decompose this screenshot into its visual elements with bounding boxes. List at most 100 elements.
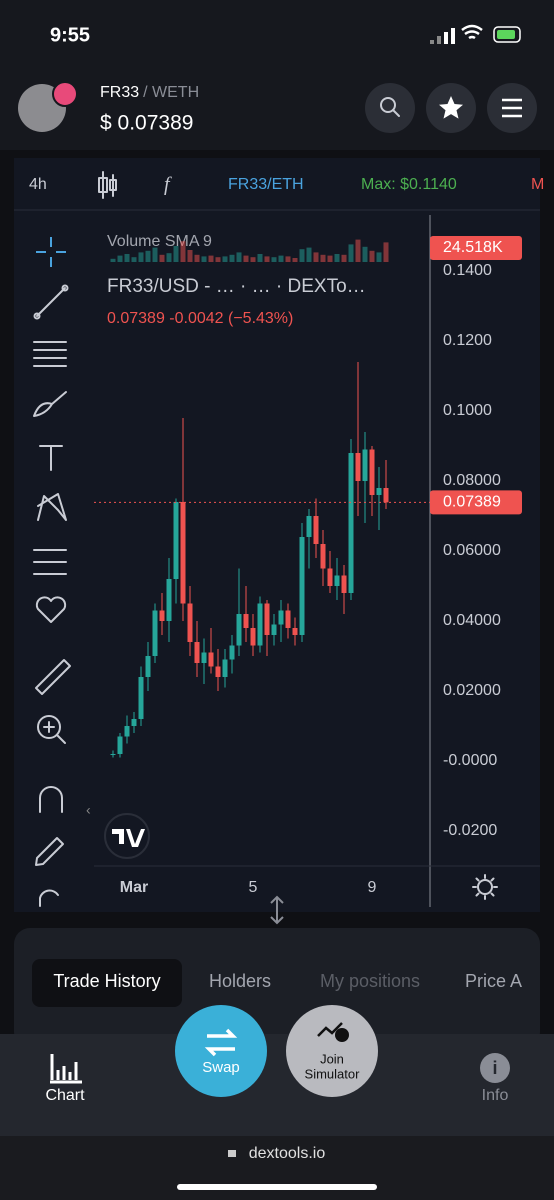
volume-bar xyxy=(194,254,200,262)
volume-bar xyxy=(299,249,305,262)
chart-subtitle: 0.07389 -0.0042 (−5.43%) xyxy=(107,310,293,327)
price: $ 0.07389 xyxy=(100,112,193,135)
candle-body xyxy=(222,659,228,677)
candle-body xyxy=(383,488,389,503)
volume-bar xyxy=(285,256,291,262)
plot: 0.1400 0.1200 0.1000 0.08000 0.06000 0.04000 0… xyxy=(94,236,522,896)
candle-type-icon[interactable] xyxy=(98,171,117,199)
tab[interactable]: Price A xyxy=(465,971,522,991)
status-icons xyxy=(430,24,521,44)
candle-body xyxy=(138,677,144,719)
simulator-icon xyxy=(317,1022,349,1042)
volume-title: Volume SMA 9 xyxy=(107,233,212,250)
volume-bar xyxy=(208,255,214,262)
y-tick-label: -0.0200 xyxy=(443,822,497,839)
candle-body xyxy=(145,656,151,677)
volume-bar xyxy=(369,250,375,262)
volume-bar xyxy=(236,252,242,262)
candle-body xyxy=(285,610,291,628)
volume-bar xyxy=(341,254,347,262)
candle-body xyxy=(117,736,123,754)
tab-selected-bg xyxy=(32,959,182,1007)
volume-bar xyxy=(201,256,207,262)
candle-body xyxy=(362,449,368,481)
collapse-tools[interactable]: ‹ xyxy=(86,802,91,818)
volume-bar xyxy=(313,252,319,262)
pair: FR33/ WETH xyxy=(100,84,199,101)
nav-label[interactable]: Chart xyxy=(45,1087,85,1104)
last-price-box xyxy=(430,490,522,515)
candle-body xyxy=(194,642,200,663)
y-tick-label: 0.02000 xyxy=(443,682,501,699)
candle-body xyxy=(229,645,235,660)
candle-body xyxy=(292,628,298,635)
volume-bar xyxy=(306,247,312,262)
menu-button[interactable] xyxy=(487,83,537,133)
volume-bar xyxy=(362,246,368,262)
swap-label[interactable]: Swap xyxy=(202,1059,240,1076)
indicator-icon[interactable]: f xyxy=(164,174,172,196)
swap-button[interactable] xyxy=(175,1005,267,1097)
volume-bar xyxy=(173,246,179,262)
candle-body xyxy=(173,502,179,579)
tab[interactable]: Trade History xyxy=(53,971,160,991)
home-indicator xyxy=(177,1184,377,1190)
candle-body xyxy=(341,575,347,593)
y-tick-label: 0.08000 xyxy=(443,472,501,489)
nav-chart[interactable] xyxy=(50,1054,82,1084)
candle-body xyxy=(299,537,305,635)
volume-bar xyxy=(215,257,221,262)
volume-bar xyxy=(376,252,382,262)
candle-body xyxy=(201,652,207,663)
candle-body xyxy=(313,516,319,544)
candle-body xyxy=(348,453,354,593)
simulator-button[interactable] xyxy=(286,1005,378,1097)
resize-handle[interactable] xyxy=(270,895,284,925)
y-tick-label: 0.06000 xyxy=(443,542,501,559)
candle-body xyxy=(334,575,340,586)
candle-body xyxy=(243,614,249,628)
simulator-label[interactable]: Simulator xyxy=(305,1066,361,1081)
simulator-label[interactable]: Join xyxy=(320,1051,344,1066)
volume-bar xyxy=(222,256,228,262)
chart-title: FR33/USD - … · … · DEXTo… xyxy=(107,276,366,297)
info-glyph: i xyxy=(492,1058,497,1078)
drawing-tools[interactable] xyxy=(33,237,71,907)
candle-body xyxy=(180,502,186,604)
interval[interactable]: 4h xyxy=(29,176,47,193)
candle-body xyxy=(187,603,193,642)
volume-bar xyxy=(159,254,165,262)
candle-body xyxy=(208,652,214,667)
x-tick-label: 5 xyxy=(249,879,258,896)
favorite-button[interactable] xyxy=(426,83,476,133)
tab[interactable]: Holders xyxy=(209,971,271,991)
candle-body xyxy=(159,610,165,621)
volume-bar xyxy=(327,255,333,262)
tab[interactable]: My positions xyxy=(320,971,420,991)
symbol[interactable]: FR33/ETH xyxy=(228,176,304,193)
tradingview-logo[interactable] xyxy=(104,813,150,859)
x-tick-label: Mar xyxy=(120,879,148,896)
volume-bar xyxy=(131,257,137,262)
volume-bar xyxy=(278,255,284,262)
candle-body xyxy=(320,544,326,569)
candle-body xyxy=(271,624,277,635)
settings-icon[interactable] xyxy=(472,874,498,900)
volume-bar xyxy=(355,239,361,262)
chart-panel xyxy=(14,158,540,912)
pair-quote: / WETH xyxy=(143,84,199,101)
info-icon[interactable] xyxy=(480,1053,510,1083)
search-button[interactable] xyxy=(365,83,415,133)
y-tick-label: 0.1000 xyxy=(443,402,492,419)
url[interactable]: dextools.io xyxy=(249,1145,326,1162)
swap-icon xyxy=(204,1028,238,1057)
top-area xyxy=(0,0,554,150)
volume-bar xyxy=(292,258,298,262)
volume-bar xyxy=(124,254,130,262)
y-tick-label: -0.0000 xyxy=(443,752,497,769)
candle-body xyxy=(264,603,270,635)
candle-body xyxy=(215,666,221,677)
nav-label[interactable]: Info xyxy=(482,1087,509,1104)
